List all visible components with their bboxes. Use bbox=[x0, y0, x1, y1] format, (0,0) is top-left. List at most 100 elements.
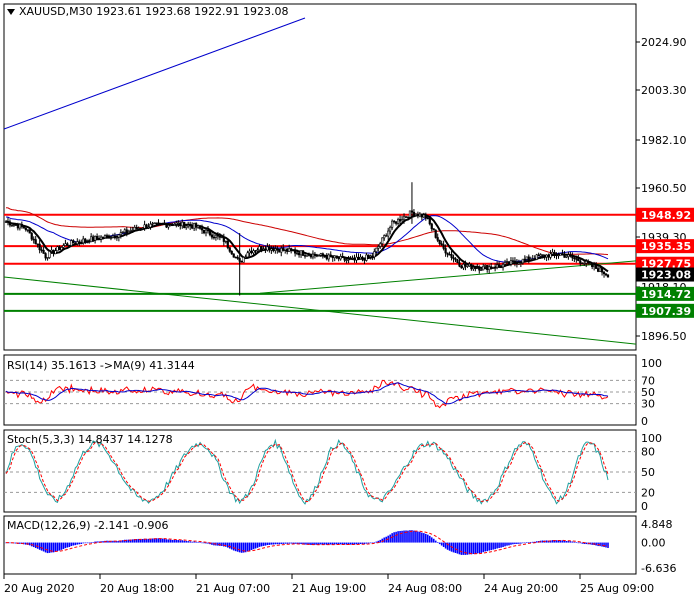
price-axis-label: 2024.90 bbox=[641, 36, 687, 49]
ma-fast-line bbox=[5, 213, 609, 273]
candle-body bbox=[480, 269, 483, 271]
candle-body bbox=[408, 210, 412, 218]
macd-histogram-bar bbox=[9, 542, 11, 544]
macd-histogram-bar bbox=[40, 542, 43, 551]
ma-slow-line bbox=[5, 207, 609, 256]
candle-body bbox=[34, 239, 37, 245]
candle-body bbox=[549, 253, 552, 258]
candle-body bbox=[363, 258, 366, 261]
candle-body bbox=[389, 226, 392, 232]
macd-histogram-bar bbox=[223, 542, 225, 547]
candle-body bbox=[135, 227, 138, 230]
macd-histogram-bar bbox=[201, 542, 203, 544]
level-price-tag: 1948.92 bbox=[641, 209, 691, 222]
candle-body bbox=[26, 229, 29, 231]
macd-histogram-bar bbox=[535, 541, 538, 543]
macd-histogram-bar bbox=[478, 542, 481, 554]
candle-body bbox=[8, 221, 12, 226]
candle-body bbox=[468, 263, 471, 267]
rsi-ma-line bbox=[5, 382, 609, 405]
macd-histogram-bar bbox=[145, 538, 148, 543]
macd-histogram-bar bbox=[294, 542, 296, 544]
candle-body bbox=[280, 248, 283, 253]
macd-histogram-bar bbox=[498, 542, 500, 548]
candle-body bbox=[274, 248, 277, 251]
candle-body bbox=[86, 240, 89, 242]
candle-body bbox=[171, 224, 174, 227]
candle-body bbox=[94, 236, 97, 241]
candle-body bbox=[458, 262, 461, 267]
candle-body bbox=[151, 223, 154, 225]
candle-body bbox=[335, 255, 338, 258]
candle-body bbox=[452, 257, 455, 259]
macd-histogram-bar bbox=[232, 542, 235, 551]
candle-body bbox=[258, 246, 261, 251]
candle-body bbox=[515, 262, 519, 265]
candle-body bbox=[383, 235, 386, 239]
time-axis-label: 20 Aug 18:00 bbox=[100, 582, 174, 595]
candle-body bbox=[10, 224, 14, 227]
candle-body bbox=[430, 223, 433, 230]
macd-histogram-bar bbox=[181, 540, 184, 543]
rsi-axis-label: 30 bbox=[641, 398, 655, 411]
level-price-tag-bg bbox=[636, 286, 694, 301]
macd-histogram-bar bbox=[264, 542, 267, 546]
candle-body bbox=[294, 250, 297, 254]
macd-histogram-bar bbox=[236, 542, 239, 552]
macd-histogram-bar bbox=[448, 542, 451, 551]
candle-body bbox=[488, 266, 491, 271]
triangle-down-icon[interactable] bbox=[7, 9, 15, 15]
candle-body bbox=[501, 263, 505, 268]
candle-body bbox=[470, 263, 473, 270]
candle-body bbox=[299, 250, 303, 256]
macd-histogram-bar bbox=[302, 542, 304, 545]
macd-histogram-bar bbox=[423, 533, 425, 543]
macd-histogram-bar bbox=[527, 542, 530, 543]
macd-histogram-bar bbox=[482, 542, 485, 553]
macd-histogram-bar bbox=[518, 542, 520, 544]
level-price-tag: 1935.35 bbox=[641, 240, 691, 253]
candle-body bbox=[311, 253, 315, 258]
candle-body bbox=[600, 267, 604, 273]
candle-body bbox=[527, 256, 530, 261]
macd-histogram-bar bbox=[522, 542, 524, 544]
macd-histogram-bar bbox=[44, 542, 47, 553]
candle-body bbox=[149, 223, 152, 228]
macd-histogram-bar bbox=[139, 538, 142, 543]
macd-histogram-bar bbox=[567, 541, 570, 543]
candle-body bbox=[198, 225, 202, 229]
candle-body bbox=[579, 260, 582, 264]
level-price-tag-bg bbox=[636, 207, 694, 222]
macd-histogram-bar bbox=[581, 542, 584, 544]
candle-body bbox=[581, 262, 584, 265]
candle-body bbox=[24, 227, 27, 230]
candle-body bbox=[284, 248, 287, 251]
candle-body bbox=[133, 227, 136, 231]
candle-body bbox=[391, 220, 394, 228]
candle-body bbox=[341, 256, 344, 258]
candle-body bbox=[377, 246, 380, 249]
macd-histogram-bar bbox=[484, 542, 487, 552]
macd-histogram-bar bbox=[234, 542, 237, 552]
candle-body bbox=[365, 254, 368, 261]
candle-body bbox=[226, 240, 229, 248]
macd-histogram-bar bbox=[359, 542, 362, 544]
macd-histogram-bar bbox=[595, 542, 597, 546]
candle-body bbox=[541, 254, 544, 256]
macd-histogram-bar bbox=[415, 530, 417, 543]
candle-body bbox=[349, 258, 352, 261]
macd-histogram-bar bbox=[395, 531, 397, 543]
candle-body bbox=[117, 234, 120, 238]
macd-histogram-bar bbox=[52, 542, 55, 553]
candle-body bbox=[216, 234, 219, 237]
macd-histogram-bar bbox=[179, 540, 182, 543]
candle-body bbox=[565, 256, 568, 258]
candle-body bbox=[319, 253, 322, 256]
candle-body bbox=[521, 258, 524, 264]
macd-histogram-bar bbox=[286, 542, 288, 544]
macd-histogram-bar bbox=[149, 538, 152, 543]
candle-body bbox=[497, 264, 501, 267]
macd-histogram-bar bbox=[599, 542, 601, 547]
